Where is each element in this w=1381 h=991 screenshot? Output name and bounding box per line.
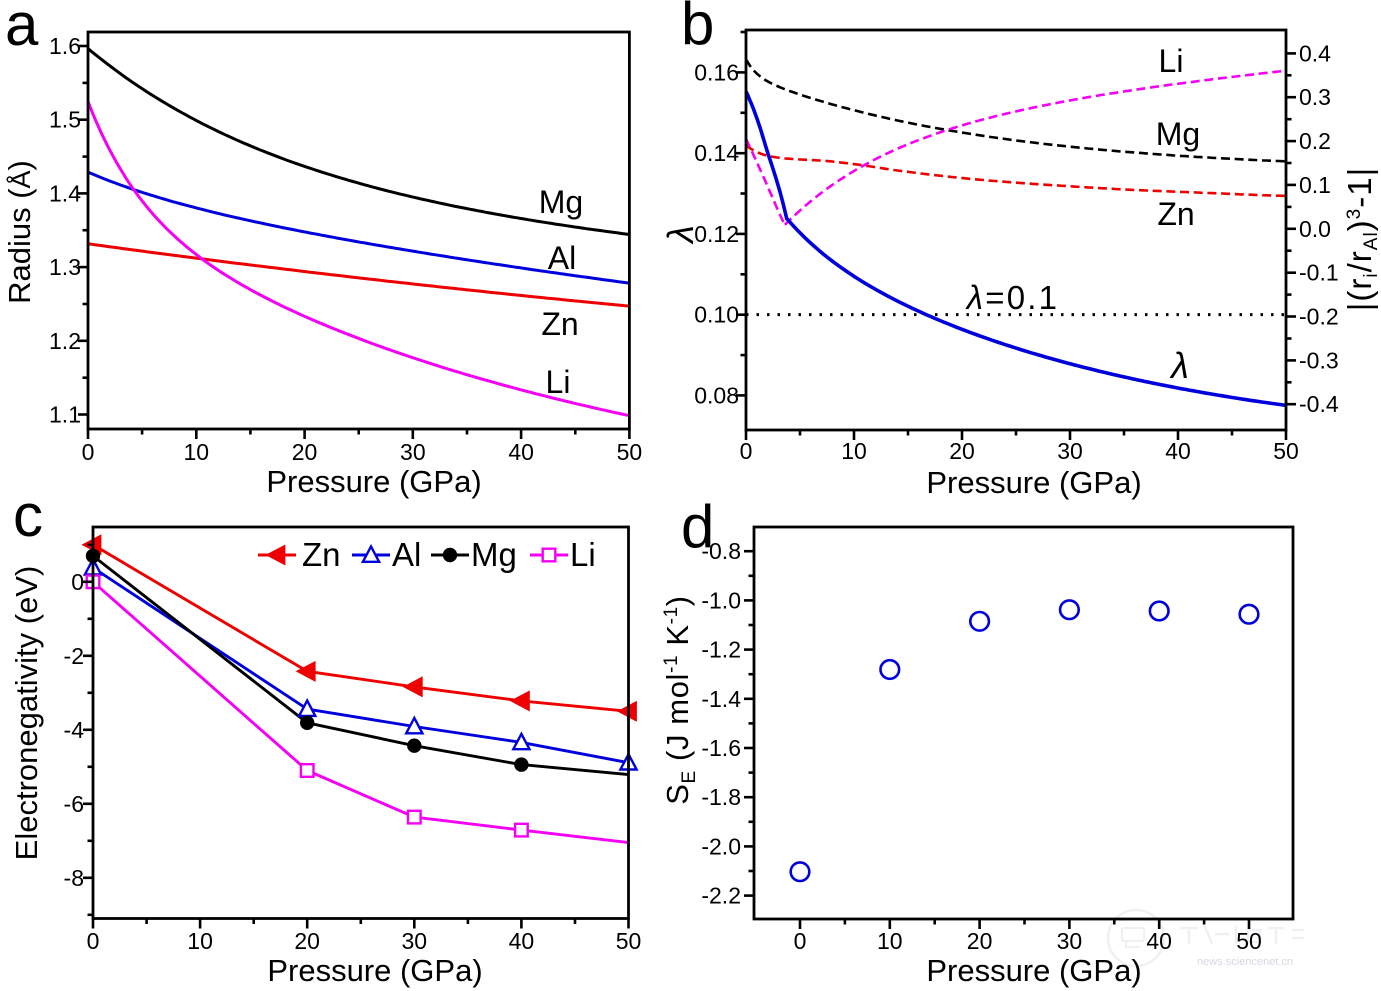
svg-text:Li: Li <box>546 364 571 400</box>
svg-text:1.6: 1.6 <box>49 33 81 59</box>
svg-text:50: 50 <box>617 439 643 465</box>
svg-text:1.4: 1.4 <box>49 180 81 206</box>
svg-text:λ=0.1: λ=0.1 <box>965 279 1059 316</box>
svg-text:0.12: 0.12 <box>694 221 739 247</box>
svg-text:Radius (Å): Radius (Å) <box>2 160 37 304</box>
svg-text:20: 20 <box>294 928 320 954</box>
svg-text:0.16: 0.16 <box>694 59 739 85</box>
svg-text:Pressure (GPa): Pressure (GPa) <box>267 953 482 988</box>
svg-text:0.08: 0.08 <box>694 382 739 408</box>
svg-text:-0.4: -0.4 <box>1299 391 1339 417</box>
svg-text:0.1: 0.1 <box>1299 172 1331 198</box>
svg-text:0: 0 <box>740 438 753 464</box>
svg-text:0.3: 0.3 <box>1299 84 1331 110</box>
svg-text:Li: Li <box>1159 43 1184 79</box>
svg-text:b: b <box>681 0 714 57</box>
svg-text:-2.2: -2.2 <box>701 883 741 909</box>
svg-text:Pressure (GPa): Pressure (GPa) <box>926 465 1141 500</box>
svg-text:40: 40 <box>509 928 535 954</box>
svg-text:0: 0 <box>82 439 95 465</box>
svg-text:1.2: 1.2 <box>49 328 81 354</box>
svg-text:30: 30 <box>1057 438 1083 464</box>
svg-text:20: 20 <box>949 438 975 464</box>
svg-text:-0.2: -0.2 <box>1299 304 1339 330</box>
svg-text:-6: -6 <box>64 791 84 817</box>
svg-text:a: a <box>5 0 39 58</box>
svg-text:0.10: 0.10 <box>694 302 739 328</box>
svg-text:c: c <box>13 482 43 549</box>
svg-text:0.2: 0.2 <box>1299 128 1331 154</box>
svg-text:1.3: 1.3 <box>49 254 81 280</box>
svg-text:1.5: 1.5 <box>49 107 81 133</box>
svg-text:λ: λ <box>1169 345 1189 386</box>
svg-text:20: 20 <box>292 439 318 465</box>
svg-text:10: 10 <box>841 438 867 464</box>
svg-text:-2: -2 <box>64 643 84 669</box>
svg-text:40: 40 <box>1146 928 1172 954</box>
svg-text:Zn: Zn <box>1157 196 1194 232</box>
svg-text:Zn: Zn <box>302 536 341 573</box>
svg-text:-0.1: -0.1 <box>1299 260 1339 286</box>
svg-text:0.4: 0.4 <box>1299 40 1331 66</box>
svg-text:-2.0: -2.0 <box>701 833 741 859</box>
svg-text:50: 50 <box>616 928 642 954</box>
svg-text:-0.8: -0.8 <box>701 538 741 564</box>
svg-text:10: 10 <box>183 439 209 465</box>
svg-text:Mg: Mg <box>1156 116 1200 152</box>
svg-text:30: 30 <box>402 928 428 954</box>
svg-text:Al: Al <box>548 240 576 276</box>
svg-text:-1.0: -1.0 <box>701 587 741 613</box>
svg-text:-4: -4 <box>64 717 85 743</box>
svg-text:1.1: 1.1 <box>49 402 81 428</box>
svg-text:Li: Li <box>570 536 596 573</box>
svg-text:30: 30 <box>1057 928 1083 954</box>
svg-text:-1.8: -1.8 <box>701 784 741 810</box>
svg-text:0: 0 <box>87 928 100 954</box>
svg-text:Mg: Mg <box>471 536 517 573</box>
svg-text:50: 50 <box>1273 438 1299 464</box>
svg-text:0.14: 0.14 <box>694 140 739 166</box>
svg-text:Pressure (GPa): Pressure (GPa) <box>926 953 1141 988</box>
svg-text:20: 20 <box>967 928 993 954</box>
svg-text:50: 50 <box>1236 928 1262 954</box>
svg-text:SE (J mol-1 K-1): SE (J mol-1 K-1) <box>660 595 700 804</box>
svg-text:-1.6: -1.6 <box>701 735 741 761</box>
svg-text:0: 0 <box>794 928 807 954</box>
svg-text:Pressure (GPa): Pressure (GPa) <box>266 464 481 499</box>
svg-text:10: 10 <box>187 928 213 954</box>
svg-text:-8: -8 <box>64 865 84 891</box>
svg-text:Mg: Mg <box>539 184 583 220</box>
svg-text:Electronegativity (eV): Electronegativity (eV) <box>9 566 44 861</box>
svg-text:40: 40 <box>508 439 534 465</box>
svg-text:λ: λ <box>660 225 701 245</box>
svg-text:30: 30 <box>400 439 426 465</box>
svg-text:-0.3: -0.3 <box>1299 347 1339 373</box>
svg-text:0.0: 0.0 <box>1299 216 1331 242</box>
svg-text:40: 40 <box>1165 438 1191 464</box>
svg-text:d: d <box>681 493 714 560</box>
svg-text:10: 10 <box>877 928 903 954</box>
svg-text:-1.2: -1.2 <box>701 637 741 663</box>
svg-text:Zn: Zn <box>541 306 578 342</box>
svg-text:-1.4: -1.4 <box>701 686 741 712</box>
svg-text:Al: Al <box>392 536 421 573</box>
svg-text:0: 0 <box>71 569 84 595</box>
svg-text:news.sciencenet.cn: news.sciencenet.cn <box>1197 956 1293 968</box>
